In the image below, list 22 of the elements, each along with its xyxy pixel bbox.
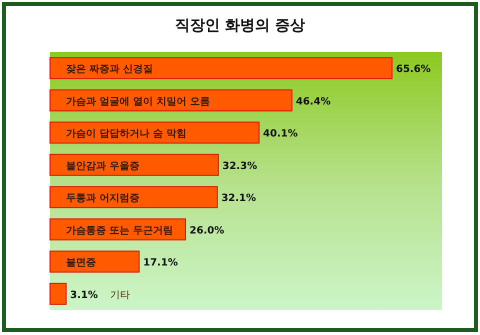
data-label: 40.1% bbox=[263, 128, 298, 140]
bar bbox=[50, 186, 218, 208]
y-tick-label: 불면증 bbox=[66, 258, 96, 269]
bar bbox=[50, 250, 140, 273]
data-label: 32.1% bbox=[221, 193, 256, 204]
data-label: 26.0% bbox=[190, 225, 224, 236]
data-label: 32.3% bbox=[222, 160, 258, 172]
y-tick-label: 기타 bbox=[110, 290, 130, 301]
y-tick-label: 가슴과 얼굴에 열이 치밀어 오름 bbox=[66, 96, 210, 108]
y-tick-label: 가슴이 답답하거나 숨 막힘 bbox=[66, 128, 186, 140]
bar bbox=[50, 282, 67, 305]
bar bbox=[50, 57, 392, 80]
data-label: 17.1% bbox=[143, 258, 178, 269]
data-label: 65.6% bbox=[396, 64, 431, 76]
y-tick-label: 두통과 어지럼증 bbox=[66, 193, 140, 204]
chart-title: 직장인 화병의 증상 bbox=[174, 16, 306, 34]
y-tick-label: 잦은 짜증과 신경질 bbox=[66, 64, 153, 76]
data-label: 46.4% bbox=[296, 96, 331, 108]
y-tick-label: 불안감과 우울증 bbox=[66, 160, 140, 172]
y-tick-label: 가슴통증 또는 두근거림 bbox=[66, 225, 173, 236]
bar bbox=[50, 154, 219, 176]
data-label: 3.1% bbox=[70, 290, 98, 301]
